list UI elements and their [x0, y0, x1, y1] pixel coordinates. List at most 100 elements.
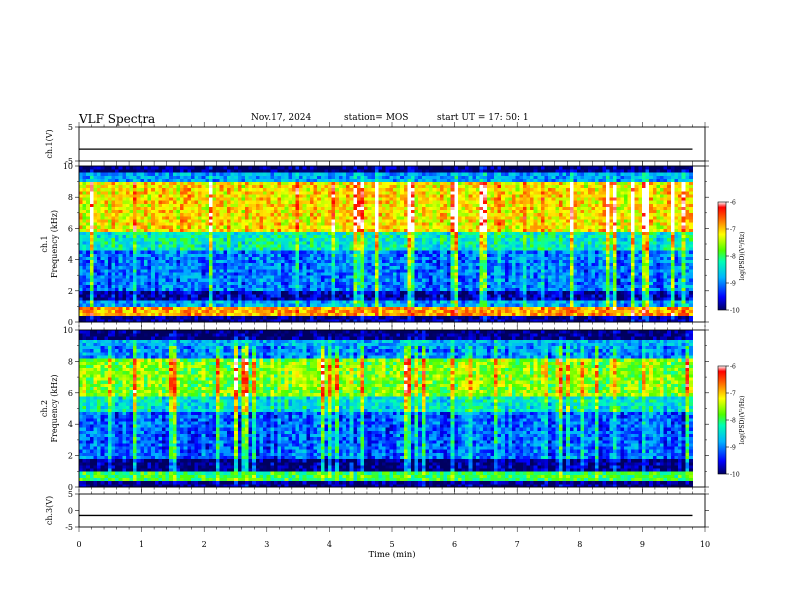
spectrogram-cell [136, 287, 141, 292]
spectrogram-cell [86, 169, 91, 173]
spectrogram-cell [259, 259, 264, 264]
spectrogram-cell [125, 303, 130, 307]
spectrogram-cell [284, 247, 289, 251]
spectrogram-cell [118, 272, 123, 276]
spectrogram-cell [237, 231, 242, 236]
spectrogram-cell [414, 234, 419, 239]
spectrogram-cell [403, 219, 408, 223]
spectrogram-cell [219, 250, 224, 254]
spectrogram-cell [400, 178, 405, 182]
spectrogram-cell [259, 240, 264, 245]
spectrogram-cell [172, 303, 177, 307]
spectrogram-cell [331, 187, 336, 192]
spectrogram-cell [374, 300, 379, 304]
spectrogram-cell [245, 247, 250, 251]
spectrogram-cell [371, 297, 376, 301]
spectrogram-cell [143, 190, 148, 195]
spectrogram-cell [172, 200, 177, 204]
spectrogram-cell [284, 237, 289, 242]
spectrogram-cell [226, 306, 231, 310]
spectrogram-cell [291, 184, 296, 189]
spectrogram-cell [367, 209, 372, 214]
spectrogram-cell [367, 197, 372, 201]
spectrogram-cell [129, 275, 134, 279]
spectrogram-cell [125, 219, 130, 223]
spectrogram-cell [273, 290, 278, 295]
spectrogram-cell [97, 250, 102, 254]
spectrogram-cell [252, 225, 257, 229]
spectrogram-cell [118, 172, 123, 176]
spectrogram-cell [154, 262, 159, 267]
spectrogram-cell [288, 203, 293, 207]
spectrogram-cell [259, 303, 264, 307]
spectrogram-cell [302, 203, 307, 207]
spectrogram-cell [328, 203, 333, 207]
spectrogram-cell [360, 197, 365, 201]
spectrogram-cell [360, 250, 365, 254]
spectrogram-cell [273, 181, 278, 186]
spectrogram-cell [421, 166, 426, 170]
spectrogram-cell [107, 240, 112, 245]
spectrogram-cell [183, 293, 188, 298]
spectrogram-cell [219, 184, 224, 189]
spectrogram-cell [133, 184, 138, 189]
spectrogram-cell [104, 290, 109, 295]
spectrogram-cell [180, 318, 185, 323]
spectrogram-cell [270, 281, 275, 285]
spectrogram-cell [324, 284, 329, 289]
spectrogram-cell [342, 256, 347, 260]
spectrogram-cell [201, 222, 206, 226]
spectrogram-cell [165, 297, 170, 301]
spectrogram-cell [309, 318, 314, 323]
spectrogram-cell [169, 275, 174, 279]
spectrogram-cell [255, 281, 260, 285]
spectrogram-cell [158, 287, 163, 292]
spectrogram-cell [234, 212, 239, 217]
spectrogram-cell [241, 169, 246, 173]
spectrogram-cell [259, 300, 264, 304]
spectrogram-cell [266, 268, 271, 273]
spectrogram-cell [151, 275, 156, 279]
spectrogram-cell [237, 228, 242, 232]
spectrogram-cell [306, 228, 311, 232]
spectrogram-cell [122, 247, 127, 251]
spectrogram-cell [133, 290, 138, 295]
spectrogram-cell [320, 178, 325, 182]
spectrogram-cell [111, 212, 116, 217]
spectrogram-cell [378, 166, 383, 170]
spectrogram-cell [93, 203, 98, 207]
spectrogram-cell [306, 268, 311, 273]
spectrogram-cell [299, 181, 304, 186]
spectrogram-cell [324, 200, 329, 204]
spectrogram-cell [382, 181, 387, 186]
spectrogram-cell [208, 215, 213, 220]
spectrogram-cell [93, 250, 98, 254]
spectrogram-cell [411, 290, 416, 295]
spectrogram-cell [309, 234, 314, 239]
spectrogram-cell [219, 231, 224, 236]
spectrogram-cell [79, 265, 84, 270]
spectrogram-cell [86, 190, 91, 195]
spectrogram-cell [320, 194, 325, 198]
spectrogram-cell [414, 187, 419, 192]
spectrogram-cell [172, 278, 177, 282]
spectrogram-cell [414, 293, 419, 298]
spectrogram-cell [421, 262, 426, 267]
spectrogram-cell [219, 209, 224, 214]
spectrogram-cell [288, 259, 293, 264]
spectrogram-cell [411, 259, 416, 264]
spectrogram-cell [252, 247, 257, 251]
spectrogram-cell [208, 303, 213, 307]
spectrogram-cell [291, 275, 296, 279]
spectrogram-cell [212, 166, 217, 170]
spectrogram-cell [176, 237, 181, 242]
spectrogram-cell [374, 203, 379, 207]
spectrogram-cell [385, 309, 390, 314]
spectrogram-cell [360, 318, 365, 323]
spectrogram-cell [230, 284, 235, 289]
spectrogram-cell [396, 262, 401, 267]
spectrogram-cell [389, 194, 394, 198]
spectrogram-cell [234, 175, 239, 179]
spectrogram-cell [331, 309, 336, 314]
spectrogram-cell [342, 237, 347, 242]
